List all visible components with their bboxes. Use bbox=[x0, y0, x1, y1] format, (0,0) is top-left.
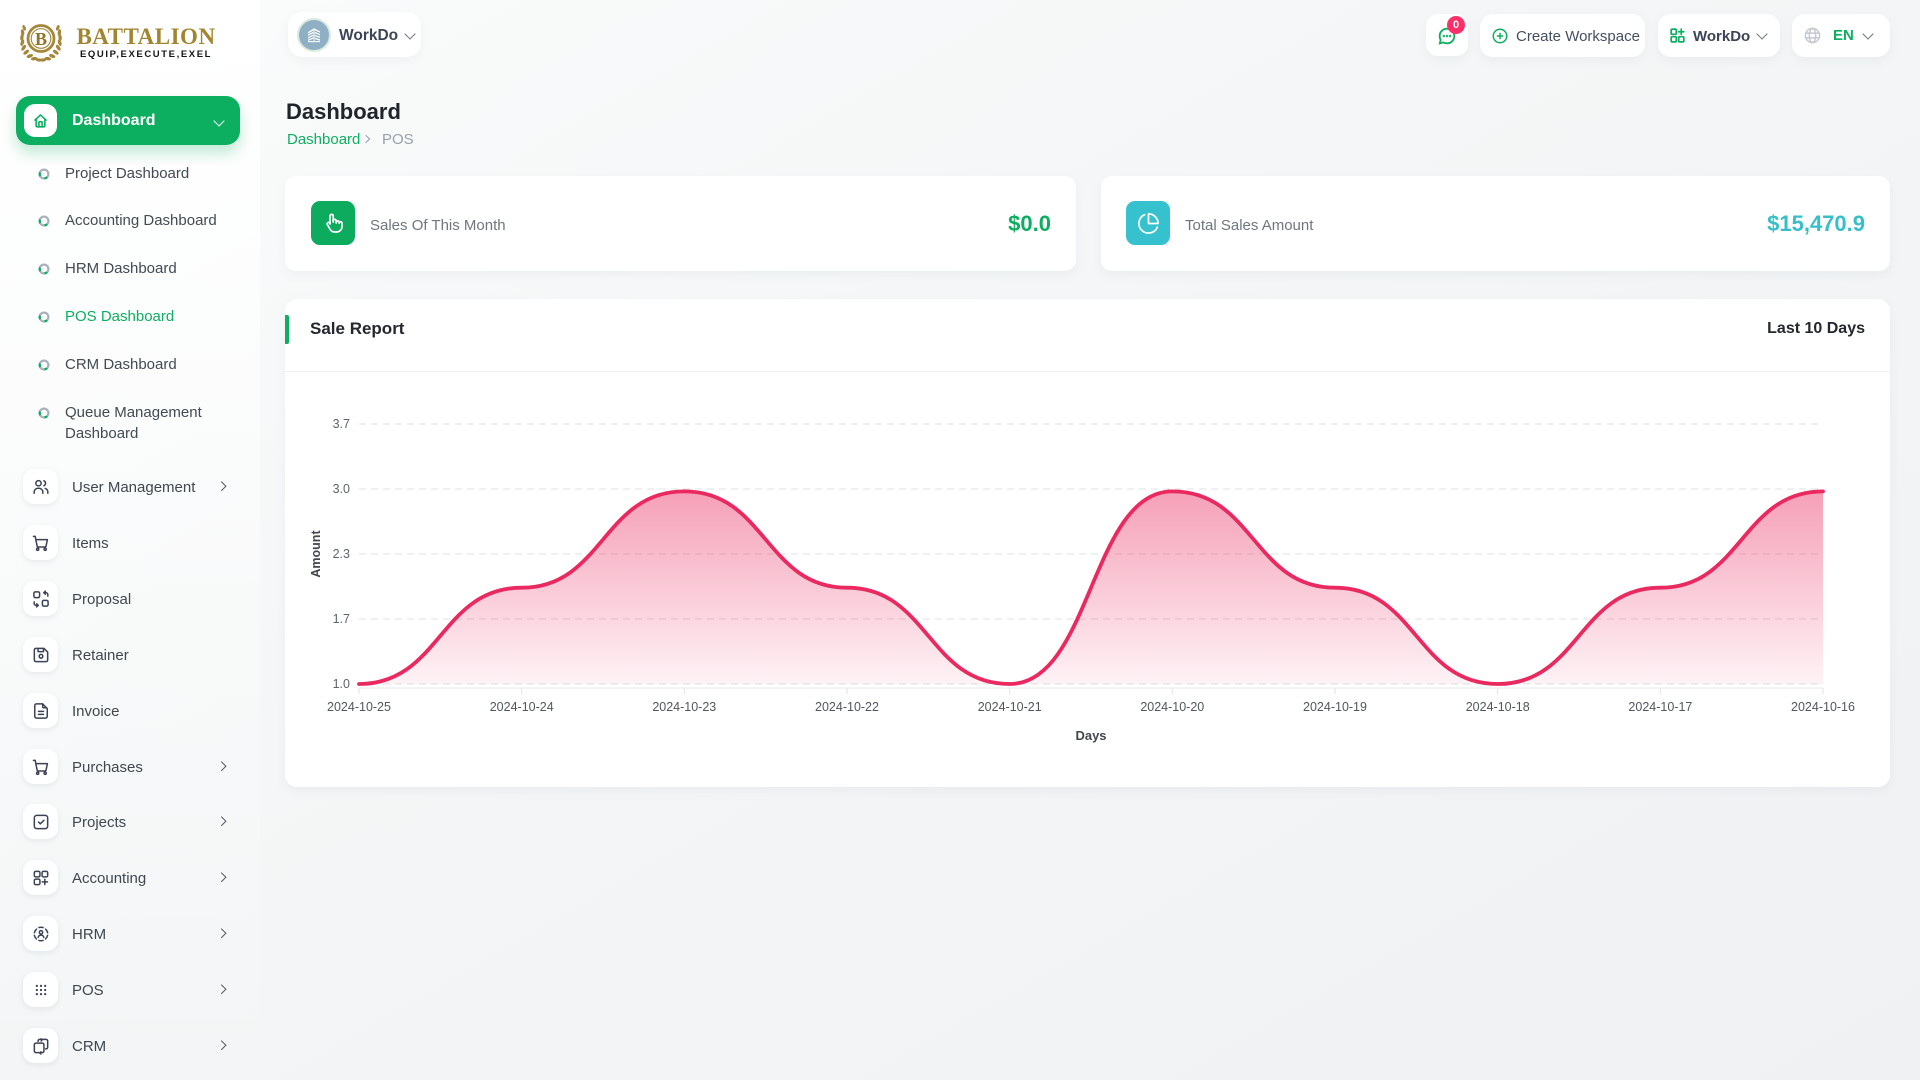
svg-text:2024-10-19: 2024-10-19 bbox=[1303, 700, 1367, 714]
svg-text:2024-10-16: 2024-10-16 bbox=[1791, 700, 1855, 714]
svg-text:2024-10-21: 2024-10-21 bbox=[978, 700, 1042, 714]
svg-text:2024-10-23: 2024-10-23 bbox=[652, 700, 716, 714]
svg-text:1.7: 1.7 bbox=[333, 612, 350, 626]
svg-text:2024-10-25: 2024-10-25 bbox=[327, 700, 391, 714]
svg-text:2024-10-20: 2024-10-20 bbox=[1140, 700, 1204, 714]
svg-text:2024-10-24: 2024-10-24 bbox=[490, 700, 554, 714]
svg-text:3.0: 3.0 bbox=[333, 482, 350, 496]
svg-text:2.3: 2.3 bbox=[333, 547, 350, 561]
svg-text:Amount: Amount bbox=[309, 530, 323, 578]
svg-text:2024-10-22: 2024-10-22 bbox=[815, 700, 879, 714]
svg-text:Days: Days bbox=[1075, 728, 1106, 743]
svg-text:3.7: 3.7 bbox=[333, 417, 350, 431]
svg-text:2024-10-17: 2024-10-17 bbox=[1628, 700, 1692, 714]
svg-text:1.0: 1.0 bbox=[333, 677, 350, 691]
svg-text:B: B bbox=[35, 29, 47, 49]
svg-text:2024-10-18: 2024-10-18 bbox=[1466, 700, 1530, 714]
